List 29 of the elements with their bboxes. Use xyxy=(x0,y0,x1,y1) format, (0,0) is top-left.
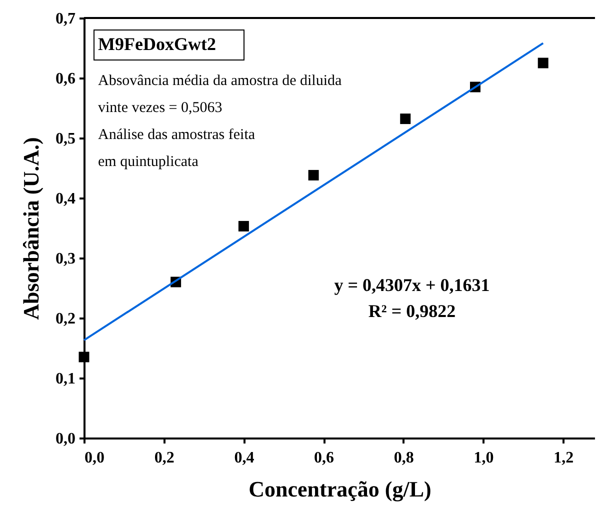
annotation: y = 0,4307x + 0,1631 xyxy=(334,275,490,295)
y-tick-label: 0,7 xyxy=(56,10,76,28)
point xyxy=(538,58,548,68)
annotation: Absovância média da amostra de diluida xyxy=(98,73,342,89)
point xyxy=(238,220,249,232)
y-axis-title: Absorbância (U.A.) xyxy=(18,137,44,320)
annotation: M9FeDoxGwt2 xyxy=(98,34,216,54)
y-tick-label: 0,2 xyxy=(56,310,76,328)
x-tick-label: 0,0 xyxy=(84,450,104,466)
x-tick-label: 0,2 xyxy=(154,450,174,466)
annotation: vinte vezes = 0,5063 xyxy=(98,100,222,116)
x-tick-label: 0,8 xyxy=(394,450,414,466)
y-tick-label: 0,3 xyxy=(56,250,76,268)
y-tick-label: 0,4 xyxy=(56,190,76,208)
x-axis-title: Concentração (g/L) xyxy=(248,476,432,502)
x-tick-label: 1,2 xyxy=(554,450,574,466)
y-tick-label: 0,5 xyxy=(56,130,76,148)
x-tick-label: 1,0 xyxy=(474,450,494,466)
annotation: Análise das amostras feita xyxy=(98,127,256,143)
y-tick-label: 0,6 xyxy=(56,70,76,88)
x-tick-label: 0,6 xyxy=(314,450,334,466)
y-tick-label: 0,1 xyxy=(56,370,76,388)
point xyxy=(308,170,319,180)
annotation: em quintuplicata xyxy=(98,154,199,170)
annotation: R² = 0,9822 xyxy=(368,301,456,321)
point xyxy=(400,114,411,124)
x-tick-label: 0,4 xyxy=(234,450,254,466)
y-tick-label: 0,0 xyxy=(56,430,76,448)
point xyxy=(78,352,90,362)
